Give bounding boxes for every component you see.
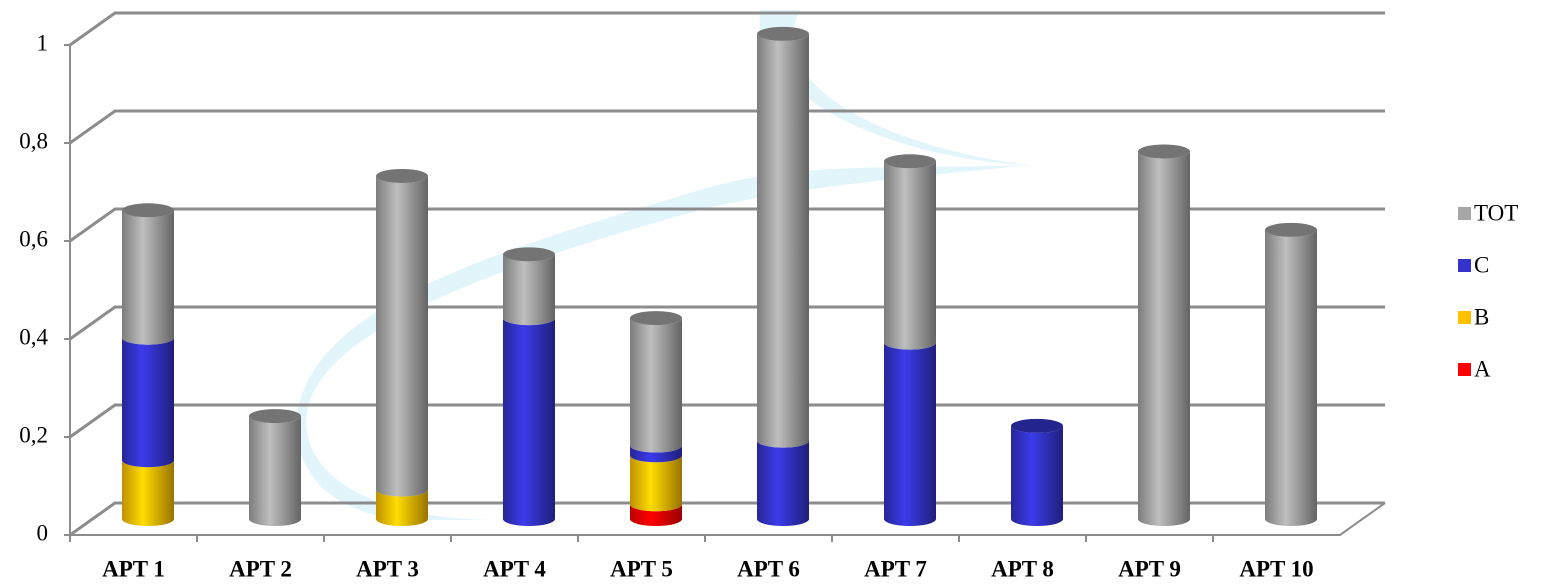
legend-swatch bbox=[1458, 259, 1471, 272]
x-tick-label: APT 1 bbox=[102, 556, 165, 581]
floor-edge bbox=[70, 502, 1386, 536]
bar-segment bbox=[630, 455, 682, 512]
bar-segment bbox=[122, 460, 174, 526]
legend-label: A bbox=[1474, 356, 1491, 381]
x-tick-label: APT 9 bbox=[1118, 556, 1181, 581]
bar-segment bbox=[630, 504, 682, 526]
y-tick-label: 0,6 bbox=[19, 226, 48, 251]
y-tick-label: 0,4 bbox=[19, 324, 48, 349]
bar-segment bbox=[376, 176, 428, 497]
bar-cap bbox=[630, 311, 682, 326]
bar-segment bbox=[630, 318, 682, 453]
legend-swatch bbox=[1458, 207, 1471, 220]
y-tick-label: 0,2 bbox=[19, 422, 48, 447]
bar-segment bbox=[630, 445, 682, 463]
bar-segment bbox=[122, 337, 174, 468]
x-tick-label: APT 8 bbox=[991, 556, 1054, 581]
bar-segment bbox=[884, 342, 936, 526]
bar-cap bbox=[122, 203, 174, 218]
bar-cap bbox=[757, 26, 809, 41]
bar-segment bbox=[757, 440, 809, 526]
grid-line bbox=[69, 305, 1385, 341]
x-tick-label: APT 6 bbox=[737, 556, 800, 581]
x-tick-label: APT 2 bbox=[229, 556, 292, 581]
grid-line bbox=[69, 207, 1385, 243]
bar-cap bbox=[376, 169, 428, 183]
bar-cap bbox=[1265, 222, 1317, 237]
grid-line bbox=[69, 501, 1385, 537]
x-tick-label: APT 4 bbox=[483, 556, 546, 581]
bar-cap bbox=[884, 154, 936, 169]
legend-label: C bbox=[1474, 252, 1489, 277]
bar-segment bbox=[503, 318, 555, 526]
x-tick-label: APT 3 bbox=[356, 556, 419, 581]
bar-cap bbox=[503, 247, 555, 262]
bar-segment bbox=[376, 489, 428, 526]
bar-cap bbox=[249, 409, 301, 424]
bar-segment bbox=[757, 33, 809, 448]
grid-line bbox=[69, 403, 1385, 439]
legend-label: B bbox=[1474, 304, 1489, 329]
legend-label: TOT bbox=[1474, 200, 1518, 225]
bar-cap bbox=[1138, 144, 1190, 159]
grid-line bbox=[69, 11, 1385, 47]
legend-swatch bbox=[1458, 311, 1471, 324]
x-tick-label: APT 10 bbox=[1239, 556, 1313, 581]
y-tick-label: 0 bbox=[37, 520, 49, 545]
x-tick-label: APT 7 bbox=[864, 556, 927, 581]
y-tick-label: 1 bbox=[37, 30, 49, 55]
legend-swatch bbox=[1458, 363, 1471, 376]
bar-cap bbox=[1011, 418, 1063, 433]
bar-segment bbox=[1138, 151, 1190, 526]
x-tick-label: APT 5 bbox=[610, 556, 673, 581]
bar-segment bbox=[122, 210, 174, 345]
bar-segment bbox=[1011, 425, 1063, 526]
y-tick-label: 0,8 bbox=[19, 128, 48, 153]
bar-segment bbox=[1265, 229, 1317, 526]
bar-segment bbox=[503, 254, 555, 326]
bar-segment bbox=[249, 416, 301, 526]
bar-segment bbox=[884, 161, 936, 350]
grid-line bbox=[69, 109, 1385, 145]
